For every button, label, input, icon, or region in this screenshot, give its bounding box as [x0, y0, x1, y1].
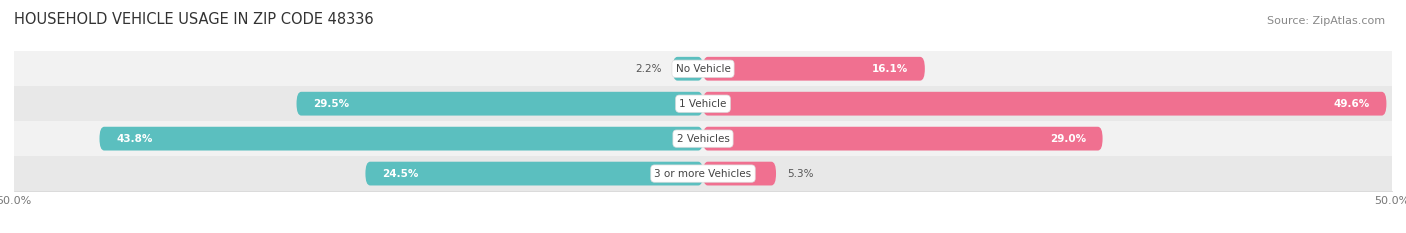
FancyBboxPatch shape	[703, 92, 1386, 116]
FancyBboxPatch shape	[366, 162, 703, 185]
Text: HOUSEHOLD VEHICLE USAGE IN ZIP CODE 48336: HOUSEHOLD VEHICLE USAGE IN ZIP CODE 4833…	[14, 12, 374, 27]
FancyBboxPatch shape	[703, 57, 925, 81]
Text: 16.1%: 16.1%	[872, 64, 908, 74]
FancyBboxPatch shape	[100, 127, 703, 151]
Text: 1 Vehicle: 1 Vehicle	[679, 99, 727, 109]
Bar	[14, 121, 1392, 156]
Bar	[14, 86, 1392, 121]
Text: 2.2%: 2.2%	[636, 64, 662, 74]
Text: 3 or more Vehicles: 3 or more Vehicles	[654, 169, 752, 178]
Text: 43.8%: 43.8%	[117, 134, 152, 144]
Text: 5.3%: 5.3%	[787, 169, 814, 178]
Text: No Vehicle: No Vehicle	[675, 64, 731, 74]
FancyBboxPatch shape	[297, 92, 703, 116]
Text: 29.0%: 29.0%	[1050, 134, 1085, 144]
Text: 29.5%: 29.5%	[314, 99, 349, 109]
FancyBboxPatch shape	[703, 127, 1102, 151]
Bar	[14, 156, 1392, 191]
Text: 49.6%: 49.6%	[1334, 99, 1369, 109]
Text: 24.5%: 24.5%	[382, 169, 419, 178]
FancyBboxPatch shape	[703, 162, 776, 185]
Text: Source: ZipAtlas.com: Source: ZipAtlas.com	[1267, 16, 1385, 26]
Text: 2 Vehicles: 2 Vehicles	[676, 134, 730, 144]
FancyBboxPatch shape	[672, 57, 703, 81]
Bar	[14, 51, 1392, 86]
